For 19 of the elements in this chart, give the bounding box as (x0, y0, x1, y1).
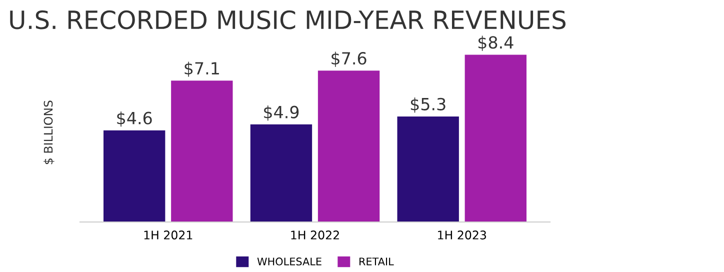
legend-label: RETAIL (360, 258, 394, 266)
bar (104, 130, 166, 222)
data-label: $7.1 (184, 62, 219, 77)
bar (318, 70, 380, 222)
bar (397, 116, 459, 222)
data-label: $7.6 (332, 52, 366, 67)
data-label: $4.6 (117, 111, 152, 127)
chart-title: U.S. RECORDED MUSIC MID-YEAR REVENUES (10, 10, 566, 30)
y-axis-title: $ BILLIONS (44, 100, 54, 164)
bar (250, 124, 312, 222)
x-tick-label: 1H 2023 (438, 230, 486, 240)
data-label: $5.3 (410, 98, 446, 113)
bar (464, 54, 526, 222)
x-tick-label: 1H 2022 (291, 230, 339, 240)
legend-label: WHOLESALE (257, 258, 322, 266)
data-label: $4.9 (264, 106, 299, 121)
bar (171, 80, 233, 222)
data-label: $8.4 (478, 36, 514, 51)
x-tick-label: 1H 2021 (144, 230, 192, 240)
